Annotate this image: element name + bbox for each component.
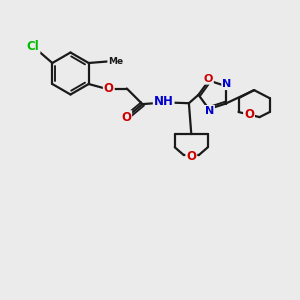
Text: O: O <box>104 82 114 95</box>
Text: NH: NH <box>154 94 174 108</box>
Text: O: O <box>121 111 131 124</box>
Text: Cl: Cl <box>27 40 40 53</box>
Text: O: O <box>186 150 196 163</box>
Text: O: O <box>204 74 213 84</box>
Text: Me: Me <box>108 57 123 66</box>
Text: O: O <box>244 108 254 121</box>
Text: N: N <box>222 79 231 89</box>
Text: N: N <box>205 106 214 116</box>
